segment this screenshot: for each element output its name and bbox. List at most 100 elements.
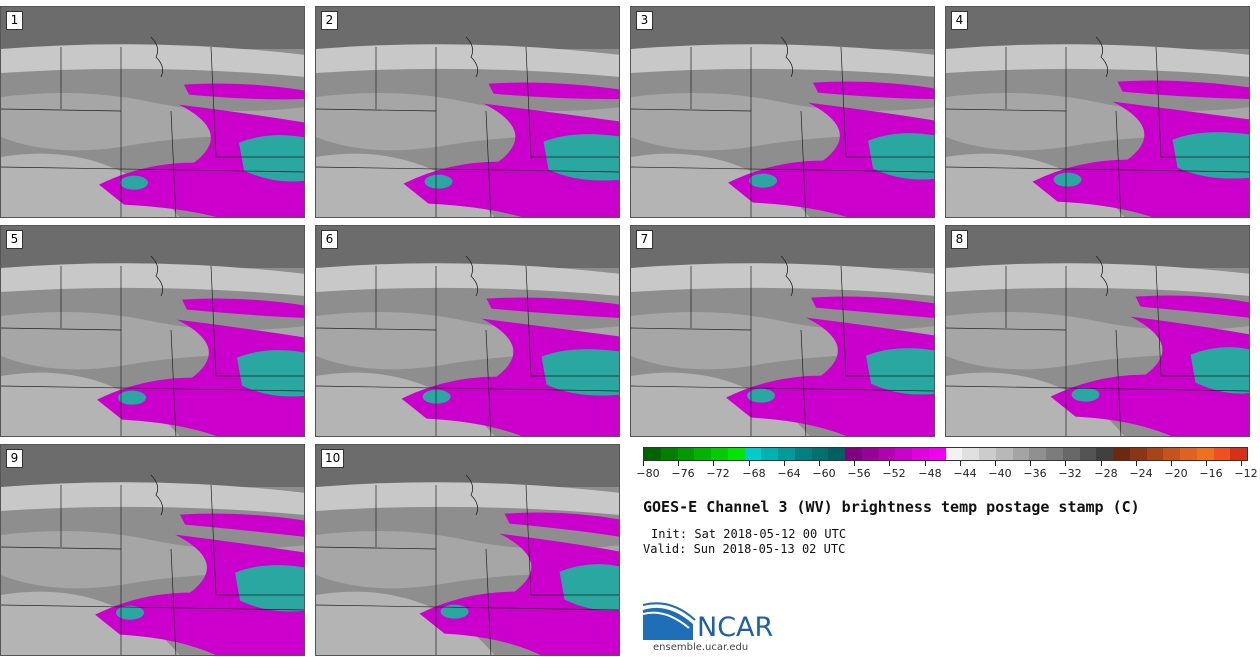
colorbar-swatch [1012,448,1030,460]
colorbar-tick [784,461,785,466]
colorbar-tick [1241,461,1242,466]
colorbar-tick-label: −52 [882,467,906,480]
wv-map [631,7,934,217]
colorbar-ticks: −80 −76 −72 −68 −64 −60 −56 −52 −48 −44 −40 −36 −32−… [636,461,1258,485]
colorbar-swatch [660,448,678,460]
colorbar-swatch [928,448,946,460]
colorbar-tick-label: −16 [1199,467,1223,480]
colorbar-tick-label: −72 [706,467,730,480]
panel-number: 2 [321,11,338,30]
colorbar-tick-label: −36 [1023,467,1047,480]
colorbar-tick-label: −24 [1129,467,1153,480]
stamp-panel-1: 1 [0,6,305,218]
colorbar-tick [1065,461,1066,466]
colorbar-tick [960,461,961,466]
colorbar-swatch [811,448,829,460]
colorbar-tick [713,461,714,466]
colorbar-swatch [794,448,812,460]
colorbar-swatch [1113,448,1130,460]
wv-map [1,7,304,217]
colorbar-tick [889,461,890,466]
wv-map [946,226,1249,436]
colorbar-tick [678,461,679,466]
panel-number: 5 [6,230,23,249]
colorbar-tick [1206,461,1207,466]
colorbar-tick-label: −56 [847,467,871,480]
website-url: ensemble.ucar.edu [653,642,749,653]
colorbar-tick [819,461,820,466]
colorbar-tick [925,461,926,466]
colorbar-tick-label: −40 [988,467,1012,480]
colorbar-swatch [1129,448,1147,460]
colorbar-tick-label: −48 [918,467,942,480]
colorbar-swatch [878,448,896,460]
stamp-panel-2: 2 [315,6,620,218]
colorbar-tick-label: −32 [1058,467,1082,480]
colorbar-tick-label: −64 [777,467,801,480]
colorbar-tick-label: −76 [671,467,695,480]
colorbar-tick [854,461,855,466]
colorbar-swatch [962,448,979,460]
stamp-panel-7: 7 [630,225,935,437]
colorbar-tick [1171,461,1172,466]
colorbar-tick-label: −28 [1094,467,1118,480]
colorbar-tick-label: −80 [636,467,660,480]
stamp-panel-9: 9 [0,444,305,656]
colorbar-tick [995,461,996,466]
colorbar-swatch [778,448,795,460]
wv-map [1,226,304,436]
init-time: Init: Sat 2018-05-12 00 UTC [651,527,847,541]
panel-number: 6 [321,230,338,249]
colorbar-tick-label: −68 [742,467,766,480]
colorbar-tick [1101,461,1102,466]
colorbar-swatch [1163,448,1180,460]
colorbar-swatch [861,448,879,460]
valid-time: Valid: Sun 2018-05-13 02 UTC [643,542,846,556]
figure-title: GOES-E Channel 3 (WV) brightness temp po… [643,498,1140,516]
colorbar-swatch [727,448,745,460]
colorbar-swatch [1046,448,1063,460]
panel-number: 4 [951,11,968,30]
colorbar-swatch [1146,448,1164,460]
ncar-logo-text: NCAR [697,612,774,643]
colorbar-swatch [694,448,711,460]
colorbar-swatch [1062,448,1080,460]
wv-map [631,226,934,436]
wv-map [316,7,619,217]
stamp-panel-4: 4 [945,6,1250,218]
colorbar-tick [1136,461,1137,466]
colorbar-tick-label: −12 [1234,467,1258,480]
colorbar-swatch [744,448,762,460]
colorbar-swatch [895,448,912,460]
colorbar-swatch [912,448,929,460]
colorbar-swatch [644,448,661,460]
colorbar-swatch [761,448,778,460]
colorbar-swatch [677,448,695,460]
stamp-panel-8: 8 [945,225,1250,437]
wv-map [1,445,304,655]
wv-map [316,445,619,655]
wv-map [316,226,619,436]
colorbar-swatch [979,448,996,460]
colorbar-tick [643,461,644,466]
colorbar [643,447,1248,461]
colorbar-swatch [1230,448,1247,460]
colorbar-swatch [945,448,963,460]
colorbar-tick-label: −60 [812,467,836,480]
panel-number: 3 [636,11,653,30]
colorbar-swatch [1029,448,1046,460]
colorbar-swatch [828,448,845,460]
panel-number: 8 [951,230,968,249]
panel-number: 9 [6,449,23,468]
panel-number: 7 [636,230,653,249]
stamp-panel-3: 3 [630,6,935,218]
panel-number: 10 [321,449,345,468]
colorbar-tick-label: −44 [953,467,977,480]
colorbar-tick-label: −20 [1164,467,1188,480]
colorbar-swatch [1079,448,1097,460]
colorbar-swatch [1213,448,1231,460]
colorbar-swatch [995,448,1013,460]
stamp-panel-6: 6 [315,225,620,437]
colorbar-swatch [711,448,728,460]
colorbar-swatch [1196,448,1214,460]
